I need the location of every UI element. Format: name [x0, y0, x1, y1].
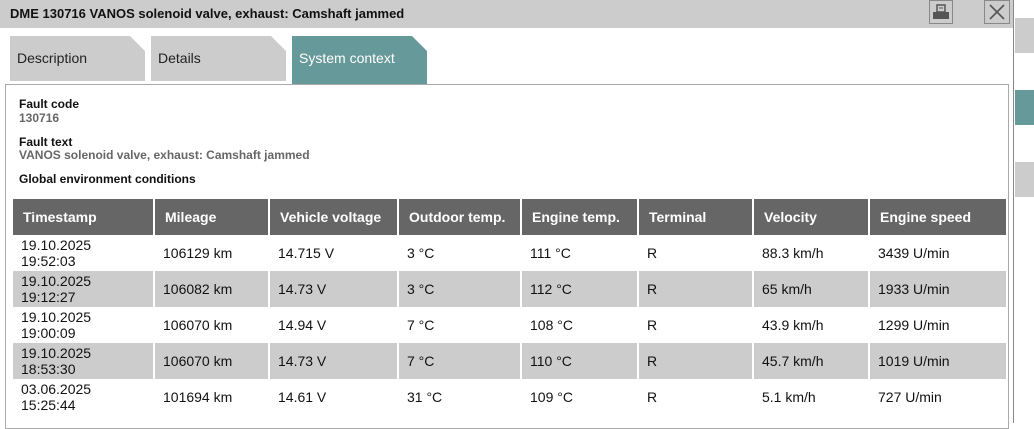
- table-cell: 1019 U/min: [870, 343, 1006, 379]
- table-row: 19.10.2025 19:00:09 106070 km 14.94 V 7 °C 1…: [13, 307, 1006, 343]
- close-icon: [989, 4, 1005, 20]
- table-cell: 106070 km: [155, 343, 268, 379]
- table-cell: 45.7 km/h: [754, 343, 868, 379]
- tab-label: Details: [158, 50, 201, 66]
- table-cell: 19.10.2025 19:52:03: [21, 237, 92, 269]
- print-button[interactable]: [929, 0, 953, 24]
- table-row: 03.06.2025 15:25:44 101694 km 14.61 V 31 °C…: [13, 379, 1006, 415]
- table-cell: 03.06.2025 15:25:44: [21, 381, 92, 413]
- column-header: Engine temp.: [522, 199, 637, 235]
- tab-details[interactable]: Details: [151, 36, 286, 81]
- table-cell: 65 km/h: [754, 271, 868, 307]
- table-cell: 7 °C: [407, 317, 435, 333]
- column-header: Velocity: [754, 199, 868, 235]
- tab-label: System context: [299, 50, 395, 66]
- column-header: Vehicle voltage: [270, 199, 397, 235]
- table-cell: R: [647, 317, 658, 333]
- table-cell: 14.94 V: [278, 317, 327, 333]
- table-cell: 112 °C: [522, 271, 637, 307]
- tab-description[interactable]: Description: [10, 36, 145, 81]
- table-cell: 3439 U/min: [878, 245, 950, 261]
- table-cell: 14.73 V: [270, 343, 397, 379]
- table-cell: 106129 km: [163, 245, 233, 261]
- table-cell: 14.73 V: [270, 271, 397, 307]
- table-cell: 110 °C: [522, 343, 637, 379]
- background-tab: [1015, 162, 1034, 197]
- column-header: Timestamp: [13, 199, 153, 235]
- tab-label: Description: [17, 50, 88, 66]
- table-cell: 31 °C: [407, 389, 443, 405]
- tab-system-context[interactable]: System context: [292, 36, 427, 84]
- table-cell: 14.715 V: [278, 245, 335, 261]
- table-cell: 1933 U/min: [870, 271, 1006, 307]
- column-header: Terminal: [639, 199, 752, 235]
- environment-conditions-label: Global environment conditions: [19, 172, 196, 186]
- fault-text-value: VANOS solenoid valve, exhaust: Camshaft …: [19, 148, 310, 162]
- background-tab-active: [1015, 90, 1034, 125]
- table-cell: 19.10.2025 19:00:09: [21, 309, 92, 341]
- table-cell: R: [639, 271, 752, 307]
- printer-icon: [933, 4, 949, 19]
- background-tab: [1015, 18, 1034, 53]
- table-cell: R: [647, 389, 658, 405]
- system-context-panel: Fault code 130716 Fault text VANOS solen…: [5, 84, 1009, 429]
- table-cell: 88.3 km/h: [762, 245, 824, 261]
- table-cell: 3 °C: [399, 271, 520, 307]
- column-header: Outdoor temp.: [399, 199, 520, 235]
- table-cell: 727 U/min: [878, 389, 942, 405]
- table-cell: 111 °C: [530, 245, 571, 261]
- table-cell: R: [647, 245, 658, 261]
- table-cell: 5.1 km/h: [762, 389, 816, 405]
- fault-code-value: 130716: [19, 111, 60, 125]
- table-cell: 108 °C: [530, 317, 573, 333]
- table-cell: 3 °C: [407, 245, 435, 261]
- table-cell: 101694 km: [163, 389, 233, 405]
- fault-code-label: Fault code: [19, 97, 80, 111]
- table-cell: 1299 U/min: [878, 317, 950, 333]
- close-button[interactable]: [984, 0, 1010, 24]
- environment-table: Timestamp Mileage Vehicle voltage Outdoor t…: [11, 199, 1008, 415]
- table-cell: 106070 km: [163, 317, 233, 333]
- dialog-title: DME 130716 VANOS solenoid valve, exhaust…: [10, 6, 405, 21]
- column-header: Engine speed: [870, 199, 1006, 235]
- title-bar: DME 130716 VANOS solenoid valve, exhaust…: [0, 0, 1013, 28]
- fault-text-label: Fault text: [19, 135, 73, 149]
- table-cell: 109 °C: [530, 389, 573, 405]
- table-cell: 19.10.2025 19:12:27: [13, 271, 153, 307]
- table-cell: 43.9 km/h: [762, 317, 824, 333]
- table-cell: R: [639, 343, 752, 379]
- table-cell: 19.10.2025 18:53:30: [13, 343, 153, 379]
- table-row: 19.10.2025 19:52:03 106129 km 14.715 V 3 °C…: [13, 235, 1006, 271]
- table-cell: 14.61 V: [278, 389, 327, 405]
- column-header: Mileage: [155, 199, 268, 235]
- table-cell: 106082 km: [155, 271, 268, 307]
- table-cell: 7 °C: [399, 343, 520, 379]
